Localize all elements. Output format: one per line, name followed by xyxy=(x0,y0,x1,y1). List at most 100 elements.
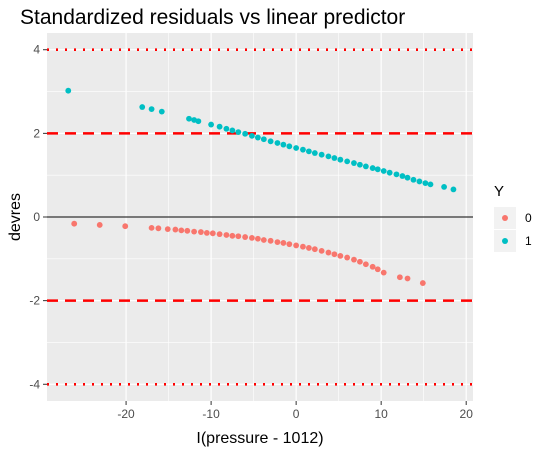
data-point-1 xyxy=(186,115,192,122)
y-tick-label: 4 xyxy=(33,43,40,57)
data-point-1 xyxy=(216,123,223,130)
data-point-0 xyxy=(344,254,351,261)
reference-lines xyxy=(47,48,473,386)
data-point-1 xyxy=(223,125,230,132)
data-point-0 xyxy=(331,251,338,258)
y-tick-label: -2 xyxy=(29,294,40,308)
data-point-1 xyxy=(344,158,351,165)
data-point-1 xyxy=(208,121,215,128)
x-tick-label: 10 xyxy=(374,407,388,421)
x-tick-label: -20 xyxy=(117,407,135,421)
data-point-1 xyxy=(422,180,429,187)
data-point-1 xyxy=(280,141,287,148)
data-point-0 xyxy=(274,239,281,245)
y-axis-title: devres xyxy=(7,193,24,241)
data-point-1 xyxy=(374,166,381,173)
data-point-1 xyxy=(249,132,255,139)
legend-marker-0 xyxy=(502,215,508,221)
y-tick-label: 0 xyxy=(33,210,40,224)
data-point-1 xyxy=(399,173,406,179)
data-point-1 xyxy=(416,178,423,185)
x-axis: -20 -10 0 10 20 xyxy=(117,401,473,421)
data-point-0 xyxy=(337,252,344,259)
data-point-0 xyxy=(172,226,179,233)
data-point-0 xyxy=(374,266,381,273)
data-point-0 xyxy=(280,240,287,246)
legend-marker-1 xyxy=(502,238,508,244)
data-point-1 xyxy=(357,161,363,168)
data-point-1 xyxy=(441,183,447,190)
data-point-0 xyxy=(293,242,300,249)
data-point-1 xyxy=(274,140,281,146)
legend-label: 0 xyxy=(525,211,532,225)
data-point-0 xyxy=(380,269,387,276)
data-point-0 xyxy=(178,227,185,234)
data-point-0 xyxy=(184,227,191,234)
data-point-0 xyxy=(419,280,426,286)
data-point-1 xyxy=(427,181,434,188)
chart-title: Standardized residuals vs linear predict… xyxy=(20,6,405,29)
data-point-1 xyxy=(293,145,300,151)
data-point-0 xyxy=(351,256,357,263)
data-point-0 xyxy=(286,241,293,248)
data-point-1 xyxy=(254,134,261,141)
data-point-1 xyxy=(158,108,165,115)
x-axis-title: I(pressure - 1012) xyxy=(196,430,323,447)
data-point-1 xyxy=(362,163,369,170)
data-point-0 xyxy=(148,224,155,231)
data-point-1 xyxy=(242,130,249,137)
data-point-0 xyxy=(209,230,216,237)
data-points xyxy=(65,87,457,286)
data-point-1 xyxy=(369,165,376,171)
data-point-0 xyxy=(242,234,249,240)
data-point-1 xyxy=(325,153,332,160)
data-point-0 xyxy=(235,233,242,240)
data-point-1 xyxy=(404,174,411,181)
data-point-0 xyxy=(404,275,411,282)
data-point-1 xyxy=(393,171,400,178)
data-point-1 xyxy=(195,118,202,125)
data-point-0 xyxy=(198,229,204,235)
data-point-0 xyxy=(325,249,332,256)
data-point-1 xyxy=(386,169,393,176)
legend-title: Y xyxy=(494,183,504,200)
data-point-1 xyxy=(318,151,325,158)
data-point-1 xyxy=(311,150,318,156)
data-point-0 xyxy=(229,232,236,239)
data-point-1 xyxy=(351,160,357,166)
data-point-0 xyxy=(369,263,376,270)
data-point-1 xyxy=(286,143,293,150)
y-tick-label: -4 xyxy=(29,377,40,391)
data-point-1 xyxy=(267,138,274,145)
data-point-0 xyxy=(311,246,318,253)
data-point-1 xyxy=(65,87,72,94)
data-point-1 xyxy=(300,146,306,153)
x-tick-label: 20 xyxy=(460,407,474,421)
y-axis: -4 -2 0 2 4 xyxy=(29,43,47,391)
data-point-0 xyxy=(216,231,223,238)
data-point-1 xyxy=(260,136,267,143)
data-point-0 xyxy=(96,222,103,228)
data-point-0 xyxy=(122,223,129,230)
data-point-0 xyxy=(155,225,162,232)
data-point-1 xyxy=(337,156,344,163)
legend: Y 0 1 xyxy=(494,183,532,252)
data-point-1 xyxy=(229,127,236,134)
data-point-0 xyxy=(191,228,198,235)
data-point-1 xyxy=(331,155,338,161)
data-point-1 xyxy=(139,104,146,110)
data-point-0 xyxy=(164,226,171,233)
x-tick-label: 0 xyxy=(293,407,300,421)
data-point-0 xyxy=(318,247,325,254)
data-point-0 xyxy=(249,235,255,241)
data-point-0 xyxy=(362,261,369,268)
data-point-0 xyxy=(223,232,230,238)
data-point-0 xyxy=(203,229,210,236)
x-tick-label: -10 xyxy=(202,407,220,421)
data-point-1 xyxy=(235,129,242,136)
data-point-0 xyxy=(300,243,306,250)
data-point-1 xyxy=(410,176,417,183)
data-point-1 xyxy=(450,186,457,193)
